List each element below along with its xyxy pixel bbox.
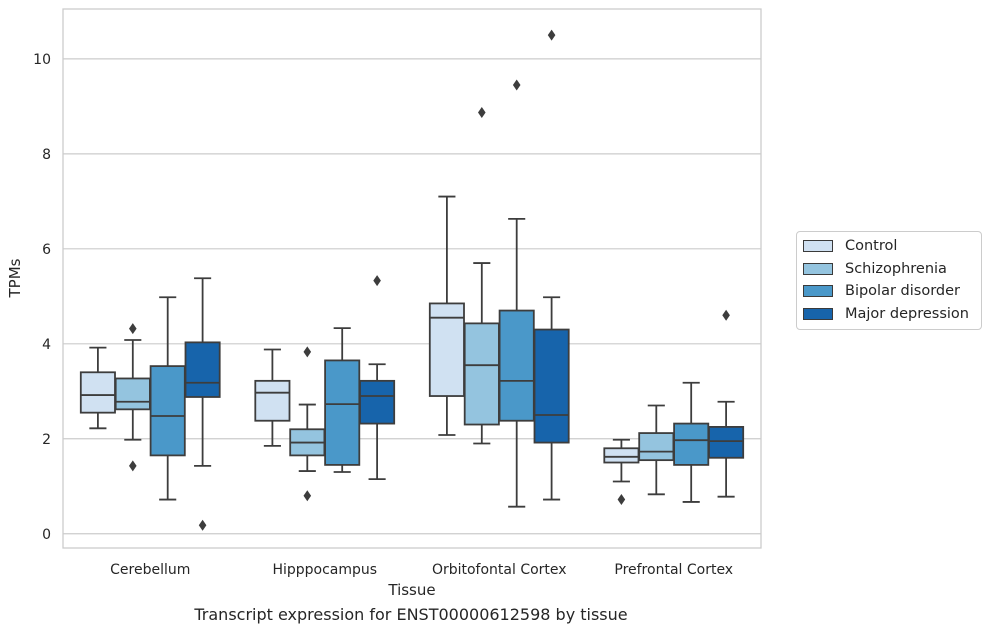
iqr-box [79,371,116,414]
box-schizophrenia [638,404,675,496]
legend-item: Bipolar disorder [803,280,975,303]
y-tick-label: 4 [42,337,51,353]
legend-item: Control [803,235,975,258]
legend: Control Schizophrenia Bipolar disorder Majo… [796,231,982,330]
x-tick-label: Prefrontal Cortex [614,562,733,578]
iqr-box [673,422,710,466]
outlier-point [478,107,486,119]
legend-item: Major depression [803,303,975,326]
box-schizophrenia [289,346,326,502]
legend-swatch [803,262,833,275]
box-bipolar-disorder [149,296,186,501]
iqr-box [359,379,396,425]
legend-swatch [803,240,833,253]
box-bipolar-disorder [324,327,361,473]
y-tick-label: 6 [42,242,51,258]
y-axis-ticks: 0 2 4 6 8 10 [33,52,51,543]
outlier-point [198,519,207,531]
y-axis-label: TPMs [6,258,24,298]
boxes [79,29,745,531]
outlier-point [303,490,312,502]
legend-label: Major depression [845,305,969,322]
iqr-box [533,328,570,444]
iqr-box [603,447,640,464]
iqr-box [254,379,291,422]
outlier-point [512,79,521,91]
box-major-depression [533,29,570,501]
legend-swatch [803,285,833,298]
box-major-depression [708,309,745,498]
x-tick-label: Cerebellum [110,562,190,578]
box-major-depression [359,275,396,481]
box-control [603,438,640,506]
box-control [254,348,291,447]
iqr-box [463,322,500,426]
outlier-point [303,346,312,358]
outlier-point [547,29,556,41]
iqr-box [708,426,745,459]
outlier-point [617,494,626,506]
x-tick-label: Orbitofontal Cortex [432,562,567,578]
x-tick-label: Hipppocampus [272,562,377,578]
box-bipolar-disorder [673,381,710,503]
outlier-point [373,275,381,287]
y-tick-label: 2 [42,432,51,448]
outlier-point [722,309,730,321]
legend-swatch [803,307,833,320]
y-tick-label: 8 [42,147,51,163]
box-schizophrenia [463,107,500,445]
iqr-box [114,377,151,411]
outlier-point [129,323,137,335]
plot-frame [62,8,762,549]
iqr-box [149,365,186,457]
box-schizophrenia [114,323,151,472]
iqr-box [638,432,675,462]
box-major-depression [184,277,221,531]
y-tick-label: 0 [42,527,51,543]
iqr-box [428,302,465,397]
y-tick-label: 10 [33,52,51,68]
iqr-box [184,341,221,398]
x-axis-ticks: Cerebellum Hipppocampus Orbitofontal Corte… [110,562,733,578]
x-axis-label: Tissue [387,581,435,599]
box-control [79,346,116,430]
legend-label: Control [845,238,898,255]
iqr-box [324,359,361,466]
legend-label: Schizophrenia [845,260,947,277]
chart-caption: Transcript expression for ENST0000061259… [194,605,628,624]
legend-label: Bipolar disorder [845,283,960,300]
box-bipolar-disorder [498,79,535,508]
legend-item: Schizophrenia [803,258,975,281]
outlier-point [129,460,137,472]
box-control [428,195,465,436]
iqr-box [498,309,535,422]
